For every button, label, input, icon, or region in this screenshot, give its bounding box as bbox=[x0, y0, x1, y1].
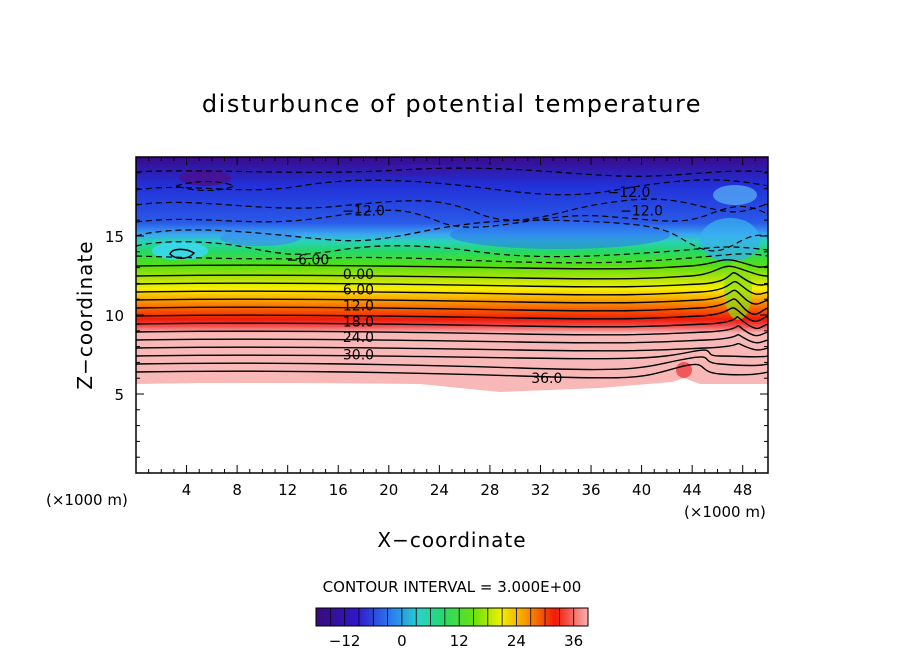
x-unit-label-right: (×1000 m) bbox=[684, 503, 766, 521]
contour-line bbox=[136, 349, 768, 360]
contour-line-negative bbox=[136, 253, 768, 264]
colorbar-tick-label: 0 bbox=[397, 632, 407, 650]
y-tick-label: 10 bbox=[105, 307, 124, 325]
field-anomaly bbox=[700, 218, 760, 262]
x-tick-label: 44 bbox=[683, 481, 702, 499]
contour-labels: −12.0 −12.0 −12.0 −6.00 0.006.0012.018.024.0… bbox=[286, 185, 663, 387]
contour-label: −12.0 bbox=[620, 204, 663, 220]
contour-label: −12.0 bbox=[342, 204, 385, 220]
colorbar-ticks: −12 0 12 24 36 bbox=[329, 632, 583, 650]
contour-label: 36.0 bbox=[531, 371, 562, 387]
contour-line bbox=[136, 363, 768, 379]
y-axis-label: Z−coordinate bbox=[73, 240, 97, 389]
field-anomaly bbox=[713, 185, 757, 205]
contour-line bbox=[136, 316, 768, 330]
x-tick-label: 28 bbox=[480, 481, 499, 499]
contour-line bbox=[136, 259, 768, 270]
contour-line bbox=[136, 280, 768, 296]
field-anomaly bbox=[380, 164, 460, 176]
contour-line bbox=[136, 289, 768, 305]
contour-line bbox=[136, 298, 768, 315]
contour-line-negative bbox=[136, 179, 768, 196]
x-tick-label: 4 bbox=[182, 481, 192, 499]
contour-line-negative bbox=[136, 241, 768, 258]
contour-label: 24.0 bbox=[343, 330, 374, 346]
contour-line-negative bbox=[136, 198, 768, 221]
contour-line bbox=[136, 307, 768, 323]
contour-line-negative bbox=[136, 205, 768, 228]
x-axis-label: X−coordinate bbox=[377, 528, 526, 552]
contour-label: −12.0 bbox=[608, 185, 651, 201]
contour-interval: CONTOUR INTERVAL = 3.000E+00 bbox=[323, 578, 582, 596]
colorbar-tick-label: 12 bbox=[450, 632, 469, 650]
colorbar-tick-label: −12 bbox=[329, 632, 361, 650]
contour-line bbox=[136, 342, 768, 352]
contour-label: 12.0 bbox=[343, 299, 374, 315]
field-anomaly bbox=[152, 242, 208, 260]
contour-line-negative bbox=[136, 167, 768, 177]
x-tick-label: 20 bbox=[379, 481, 398, 499]
contour-line-negative bbox=[169, 248, 196, 260]
x-unit-label: (×1000 m) bbox=[46, 491, 128, 509]
y-tick-label: 5 bbox=[114, 386, 124, 404]
contour-label: 6.00 bbox=[343, 283, 374, 299]
contour-label: 0.00 bbox=[343, 267, 374, 283]
colorbar-segments bbox=[329, 608, 575, 626]
x-tick-label: 24 bbox=[430, 481, 449, 499]
field-fill bbox=[136, 157, 768, 392]
x-tick-label: 40 bbox=[632, 481, 651, 499]
contour-line bbox=[136, 324, 768, 337]
x-tick-label: 8 bbox=[232, 481, 242, 499]
x-tick-label: 32 bbox=[531, 481, 550, 499]
x-tick-label: 12 bbox=[278, 481, 297, 499]
colorbar-tick-label: 36 bbox=[564, 632, 583, 650]
contour-lines bbox=[136, 167, 768, 379]
field-anomaly bbox=[450, 221, 670, 249]
contour-label: 30.0 bbox=[343, 348, 374, 364]
contour-line bbox=[136, 333, 768, 344]
contour-label: 18.0 bbox=[343, 314, 374, 330]
y-tick-label: 15 bbox=[105, 228, 124, 246]
contour-label: −6.00 bbox=[286, 253, 329, 269]
x-tick-label: 16 bbox=[329, 481, 348, 499]
x-tick-label: 48 bbox=[733, 481, 752, 499]
field-anomaly bbox=[220, 230, 300, 246]
chart-title: disturbunce of potential temperature bbox=[202, 90, 702, 118]
colorbar-tick-label: 24 bbox=[507, 632, 526, 650]
field-anomaly bbox=[676, 362, 692, 378]
contour-line-negative bbox=[136, 219, 768, 252]
colorbar bbox=[315, 607, 589, 627]
contour-line bbox=[136, 272, 768, 288]
x-tick-label: 36 bbox=[581, 481, 600, 499]
contour-line bbox=[136, 356, 768, 371]
contour-line bbox=[136, 265, 768, 280]
